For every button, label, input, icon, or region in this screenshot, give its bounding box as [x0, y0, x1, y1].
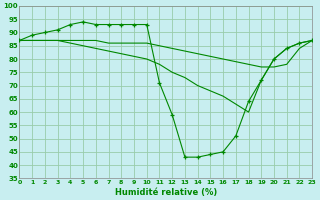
X-axis label: Humidité relative (%): Humidité relative (%)	[115, 188, 217, 197]
